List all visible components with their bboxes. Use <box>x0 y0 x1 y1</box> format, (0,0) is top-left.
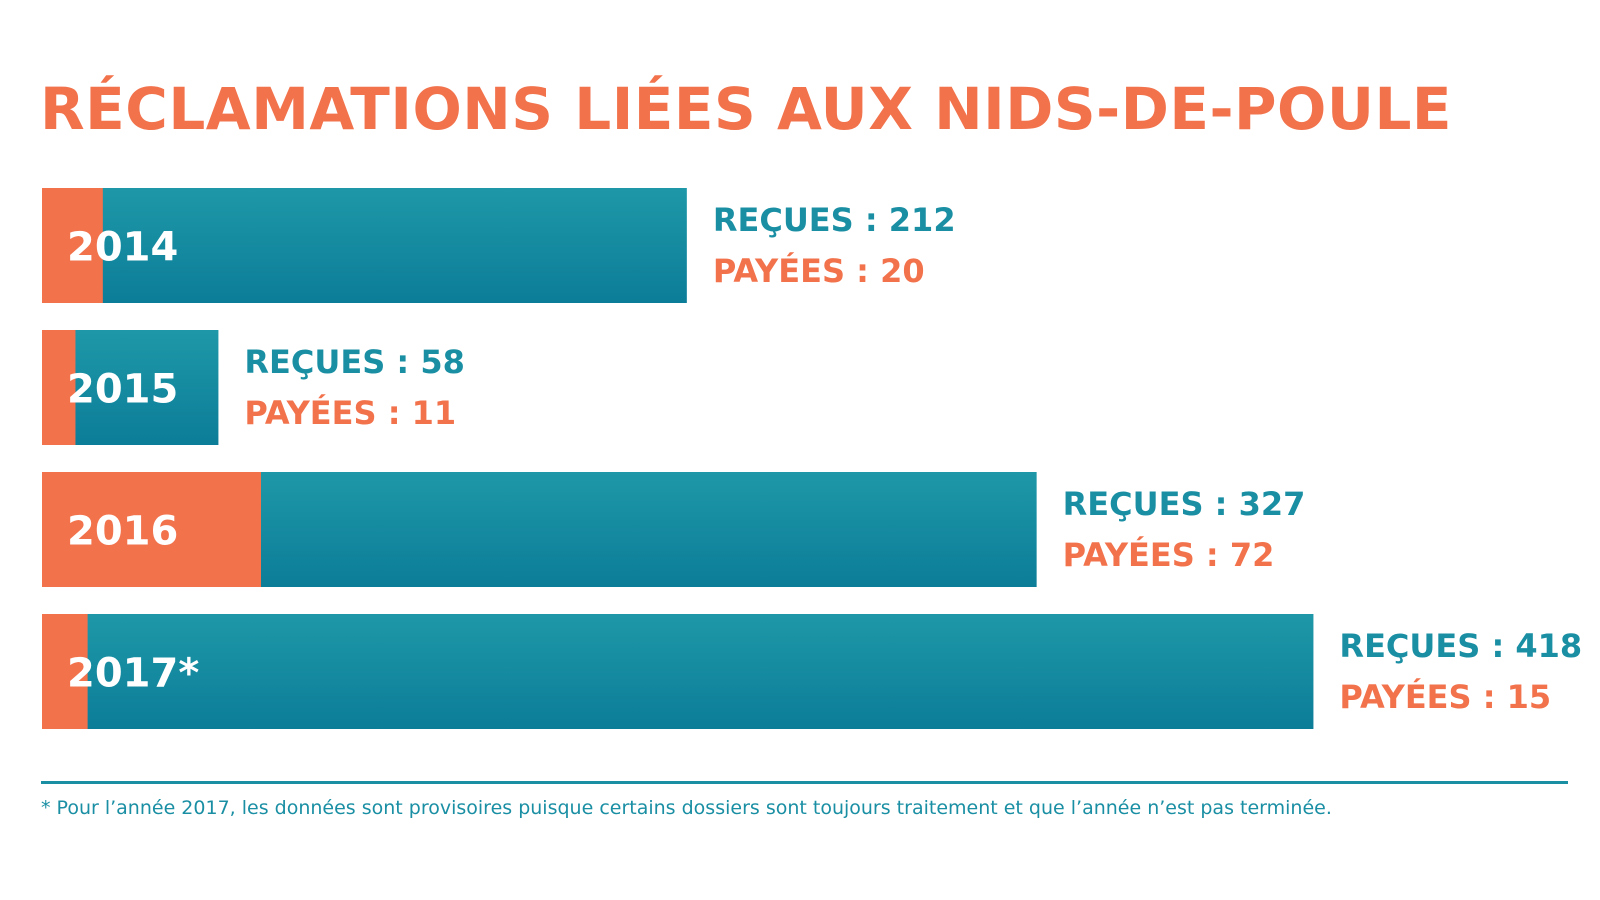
received-label: REÇUES : 58 <box>244 343 464 381</box>
bar-received <box>42 188 687 303</box>
year-label: 2016 <box>67 509 178 555</box>
bar-received <box>42 614 1314 729</box>
received-label: REÇUES : 418 <box>1339 627 1582 665</box>
received-label: REÇUES : 212 <box>713 201 956 239</box>
paid-label: PAYÉES : 15 <box>1339 678 1551 716</box>
footnote-divider <box>41 781 1568 784</box>
paid-label: PAYÉES : 20 <box>713 252 925 290</box>
bar-paid <box>42 472 262 587</box>
year-label: 2017* <box>67 651 199 697</box>
bar-chart: 2014 REÇUES : 212 PAYÉES : 20 2015 REÇUES : … <box>42 188 1582 729</box>
bar-paid <box>42 330 76 445</box>
year-label: 2015 <box>67 367 178 413</box>
chart-title: RÉCLAMATIONS LIÉES AUX NIDS-DE-POULE <box>40 75 1453 143</box>
paid-label: PAYÉES : 72 <box>1063 536 1275 574</box>
paid-label: PAYÉES : 11 <box>244 394 456 432</box>
bar-paid <box>42 614 88 729</box>
year-label: 2014 <box>67 225 178 271</box>
bar-paid <box>42 188 103 303</box>
footnote: * Pour l’année 2017, les données sont pr… <box>41 797 1332 819</box>
received-label: REÇUES : 327 <box>1063 485 1306 523</box>
